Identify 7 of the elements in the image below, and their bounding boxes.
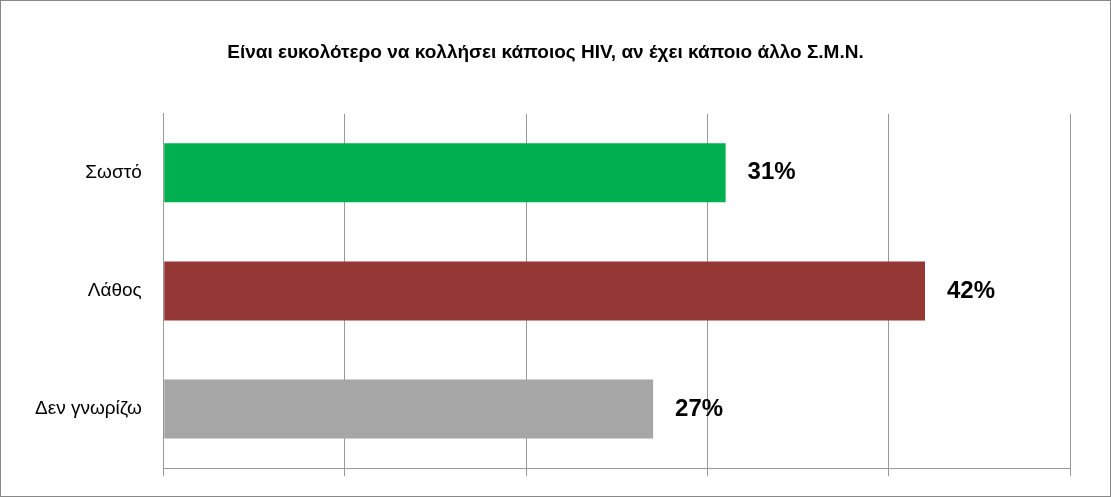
data-label: 31%: [747, 157, 796, 185]
y-tick-label: Δεν γνωρίζω: [35, 397, 142, 419]
data-label: 27%: [675, 393, 724, 421]
y-tick-label: Λάθος: [87, 279, 142, 301]
chart-title: Είναι ευκολότερο να κολλήσει κάποιος HIV, αν έχει κάποιο άλλο Σ.Μ.Ν.: [227, 40, 864, 62]
y-tick-label: Σωστό: [85, 161, 142, 183]
data-label: 42%: [947, 275, 996, 303]
